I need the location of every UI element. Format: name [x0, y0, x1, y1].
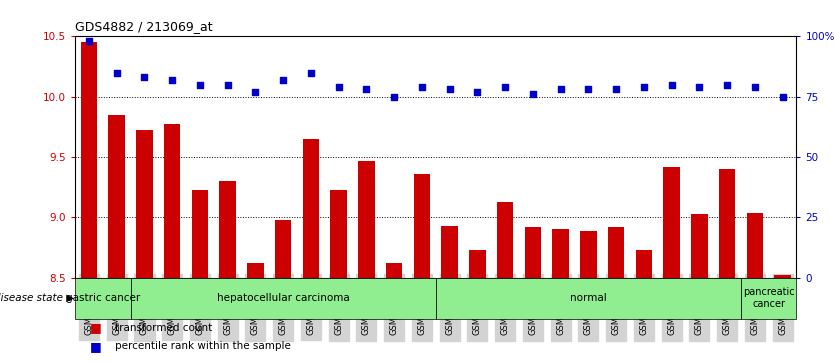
Text: disease state ▶: disease state ▶ [0, 293, 74, 303]
Bar [386, 263, 403, 363]
Point [610, 86, 623, 92]
Bar [75, 278, 131, 319]
Point [554, 86, 567, 92]
Bar [163, 125, 180, 363]
Text: GDS4882 / 213069_at: GDS4882 / 213069_at [75, 20, 213, 33]
Bar [469, 250, 485, 363]
Point [665, 82, 678, 87]
Point [304, 70, 318, 76]
Point [693, 84, 706, 90]
Point [637, 84, 651, 90]
Bar [81, 42, 98, 363]
Point [748, 84, 761, 90]
Point [443, 86, 456, 92]
Bar [247, 263, 264, 363]
Bar [691, 214, 708, 363]
Bar [330, 189, 347, 363]
Bar [552, 229, 569, 363]
Bar [441, 226, 458, 363]
Bar [741, 278, 796, 319]
Bar [608, 227, 625, 363]
Bar [636, 250, 652, 363]
Point [83, 38, 96, 44]
Text: hepatocellular carcinoma: hepatocellular carcinoma [217, 293, 349, 303]
Bar [219, 181, 236, 363]
Text: gastric cancer: gastric cancer [66, 293, 140, 303]
Point [776, 94, 789, 99]
Point [526, 91, 540, 97]
Point [332, 84, 345, 90]
Point [499, 84, 512, 90]
Point [721, 82, 734, 87]
Bar [774, 275, 791, 363]
Bar [497, 202, 514, 363]
Bar [131, 278, 435, 319]
Bar [746, 213, 763, 363]
Point [249, 89, 262, 95]
Text: percentile rank within the sample: percentile rank within the sample [115, 342, 290, 351]
Bar [275, 220, 291, 363]
Bar [136, 130, 153, 363]
Point [110, 70, 123, 76]
Text: transformed count: transformed count [115, 323, 212, 333]
Bar [303, 139, 319, 363]
Bar [719, 169, 736, 363]
Bar [414, 174, 430, 363]
Bar [435, 278, 741, 319]
Bar [580, 231, 596, 363]
Text: ■: ■ [89, 340, 101, 353]
Bar [663, 167, 680, 363]
Point [359, 86, 373, 92]
Text: normal: normal [570, 293, 607, 303]
Point [415, 84, 429, 90]
Bar [358, 161, 374, 363]
Point [470, 89, 484, 95]
Point [193, 82, 207, 87]
Text: ■: ■ [89, 321, 101, 334]
Point [581, 86, 595, 92]
Text: pancreatic
cancer: pancreatic cancer [743, 287, 795, 309]
Point [221, 82, 234, 87]
Point [138, 74, 151, 80]
Bar [525, 227, 541, 363]
Point [388, 94, 401, 99]
Point [165, 77, 178, 83]
Bar [108, 115, 125, 363]
Point [277, 77, 290, 83]
Bar [192, 189, 208, 363]
